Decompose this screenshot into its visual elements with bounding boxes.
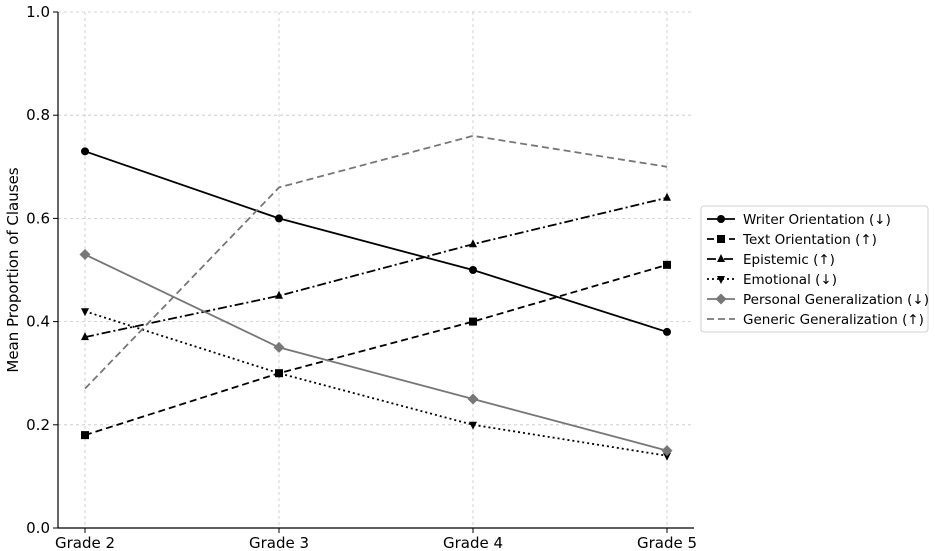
y-tick-label: 0.2 <box>26 416 50 434</box>
data-point <box>81 147 89 156</box>
data-point <box>663 260 671 269</box>
series-1 <box>81 260 671 440</box>
data-point <box>273 341 285 353</box>
legend-entry: Personal Generalization (↓) <box>707 292 929 308</box>
data-point <box>467 393 479 405</box>
x-tick-label: Grade 5 <box>637 534 697 551</box>
y-tick-label: 0.8 <box>26 106 50 124</box>
x-tick-label: Grade 4 <box>443 534 503 551</box>
y-tick-label: 0.0 <box>26 519 50 537</box>
axes <box>57 12 694 529</box>
series-3 <box>81 308 671 461</box>
legend-label: Writer Orientation (↓) <box>743 212 891 228</box>
series-0 <box>81 147 671 336</box>
series-line <box>84 134 668 390</box>
series-line <box>84 310 668 457</box>
legend-label: Generic Generalization (↑) <box>743 312 924 328</box>
legend-entry: Emotional (↓) <box>707 272 837 288</box>
legend-box <box>700 205 929 333</box>
legend-label: Epistemic (↑) <box>743 252 835 268</box>
series-line <box>84 196 668 338</box>
data-point <box>81 431 89 440</box>
data-point <box>469 317 477 326</box>
legend-entry: Generic Generalization (↑) <box>707 312 924 328</box>
y-tick-label: 1.0 <box>26 3 50 21</box>
data-point <box>79 249 91 261</box>
legend-label: Text Orientation (↑) <box>742 232 877 248</box>
series-5 <box>84 134 668 390</box>
data-point <box>81 332 89 341</box>
series-2 <box>81 192 671 341</box>
legend-entry: Writer Orientation (↓) <box>707 212 891 228</box>
data-point <box>469 239 477 248</box>
y-axis-title: Mean Proportion of Clauses <box>4 167 22 372</box>
series-line <box>84 253 668 452</box>
y-tick-label: 0.4 <box>26 313 50 331</box>
data-point <box>81 308 89 317</box>
data-point <box>469 421 477 430</box>
legend-marker <box>717 276 725 284</box>
legend-marker <box>717 235 725 243</box>
data-point <box>275 370 283 379</box>
series-line <box>84 150 668 333</box>
data-point <box>663 192 671 201</box>
x-tick-label: Grade 2 <box>55 534 115 551</box>
series-line <box>84 263 668 436</box>
legend-entry: Text Orientation (↑) <box>707 232 877 248</box>
legend-label: Personal Generalization (↓) <box>743 292 929 308</box>
data-point <box>663 452 671 461</box>
data-point <box>275 290 283 299</box>
data-point <box>663 327 671 336</box>
grid <box>58 11 694 529</box>
legend-marker <box>717 254 725 262</box>
legend-marker <box>717 215 725 223</box>
data-point <box>469 266 477 274</box>
legend: Writer Orientation (↓) Text Orientation (… <box>700 205 929 333</box>
y-tick-label: 0.6 <box>26 209 50 227</box>
legend-label: Emotional (↓) <box>743 272 837 288</box>
legend-marker <box>715 293 727 305</box>
legend-entry: Epistemic (↑) <box>707 252 835 268</box>
x-tick-label: Grade 3 <box>249 534 309 551</box>
data-point <box>275 214 283 223</box>
data-point <box>661 445 673 457</box>
series <box>79 134 673 461</box>
series-4 <box>79 249 673 457</box>
tick-labels: 0.0 0.2 0.4 0.6 0.8 1.0 Grade 2 Grade 3 Grade 4 G… <box>26 3 697 551</box>
